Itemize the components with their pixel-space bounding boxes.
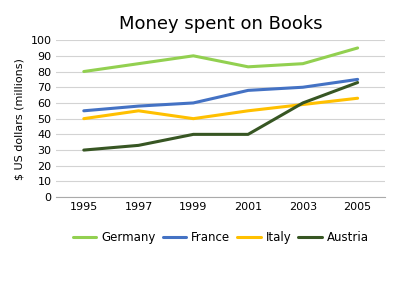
Italy [355, 97, 360, 100]
Germany [355, 46, 360, 50]
Y-axis label: $ US dollars (millions): $ US dollars (millions) [15, 58, 25, 180]
Title: Money spent on Books: Money spent on Books [119, 15, 322, 33]
Austria [136, 144, 141, 147]
Italy [81, 117, 86, 120]
Italy [136, 109, 141, 113]
France [355, 77, 360, 81]
Germany [246, 65, 250, 68]
Germany [81, 70, 86, 73]
Line: Germany: Germany [84, 48, 358, 71]
Austria [355, 81, 360, 84]
Austria [191, 132, 196, 136]
Line: Italy: Italy [84, 98, 358, 119]
Italy [246, 109, 250, 113]
Italy [191, 117, 196, 120]
Italy [300, 103, 305, 106]
Legend: Germany, France, Italy, Austria: Germany, France, Italy, Austria [68, 227, 373, 249]
France [136, 104, 141, 108]
France [246, 89, 250, 92]
Line: France: France [84, 79, 358, 111]
Austria [300, 101, 305, 105]
Line: Austria: Austria [84, 83, 358, 150]
Germany [136, 62, 141, 65]
France [300, 86, 305, 89]
France [191, 101, 196, 105]
Germany [300, 62, 305, 65]
Germany [191, 54, 196, 58]
Austria [81, 148, 86, 152]
Austria [246, 132, 250, 136]
France [81, 109, 86, 113]
